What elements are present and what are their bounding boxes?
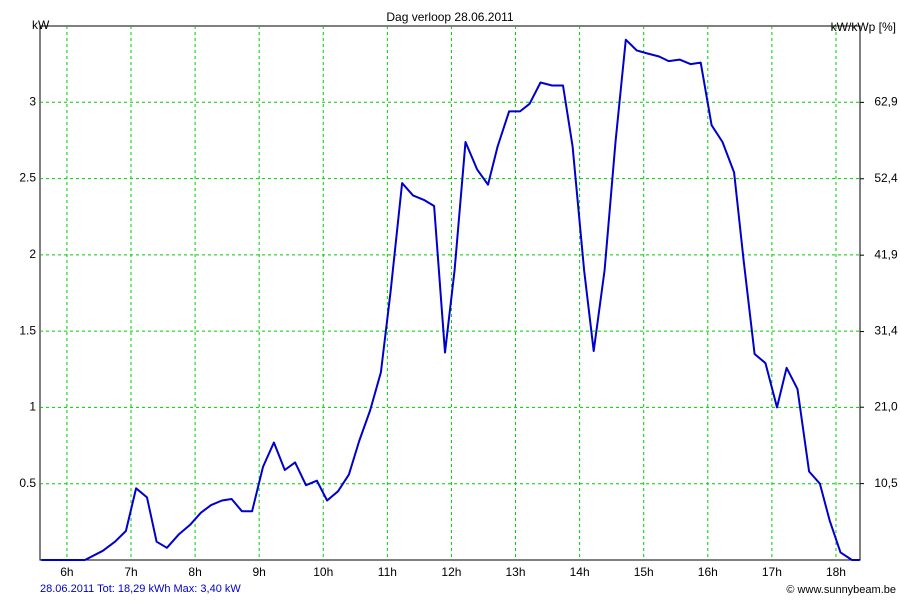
x-tick-label: 11h bbox=[378, 565, 397, 579]
x-tick-label: 10h bbox=[313, 565, 333, 579]
data-line bbox=[41, 38, 860, 561]
footer-right: © www.sunnybeam.be bbox=[786, 584, 896, 596]
chart-title: Dag verloop 28.06.2011 bbox=[386, 10, 514, 24]
y-axis-label: kW bbox=[32, 18, 50, 32]
x-tick-label: 15h bbox=[634, 565, 654, 579]
x-tick-label: 7h bbox=[124, 565, 137, 579]
x-tick-label: 6h bbox=[60, 565, 73, 579]
x-tick-label: 12h bbox=[441, 565, 461, 579]
footer-left: 28.06.2011 Tot: 18,29 kWh Max: 3,40 kW bbox=[40, 583, 241, 595]
x-tick-label: 9h bbox=[252, 565, 265, 579]
x-tick-label: 14h bbox=[570, 565, 590, 579]
y2-tick-label: 10,5 bbox=[874, 476, 898, 490]
y2-tick-label: 41,9 bbox=[874, 247, 898, 261]
y2-tick-label: 52,4 bbox=[874, 171, 898, 185]
plot-frame bbox=[39, 25, 861, 561]
y-tick-label: 1 bbox=[29, 400, 36, 414]
y2-tick-label: 62,9 bbox=[874, 95, 898, 109]
y2-axis-label: kW/kWp [%] bbox=[831, 20, 896, 34]
y-tick-label: 2.5 bbox=[19, 171, 36, 185]
x-tick-label: 18h bbox=[826, 565, 846, 579]
y2-tick-label: 31,4 bbox=[874, 324, 898, 338]
x-tick-label: 16h bbox=[698, 565, 718, 579]
y-tick-label: 3 bbox=[29, 94, 36, 108]
x-tick-label: 17h bbox=[762, 565, 782, 579]
y-tick-label: 2 bbox=[29, 247, 36, 261]
x-tick-label: 8h bbox=[188, 565, 201, 579]
y-tick-label: 0.5 bbox=[19, 476, 36, 490]
x-tick-label: 13h bbox=[506, 565, 526, 579]
y2-tick-label: 21,0 bbox=[874, 399, 898, 413]
y-tick-label: 1.5 bbox=[19, 323, 36, 337]
